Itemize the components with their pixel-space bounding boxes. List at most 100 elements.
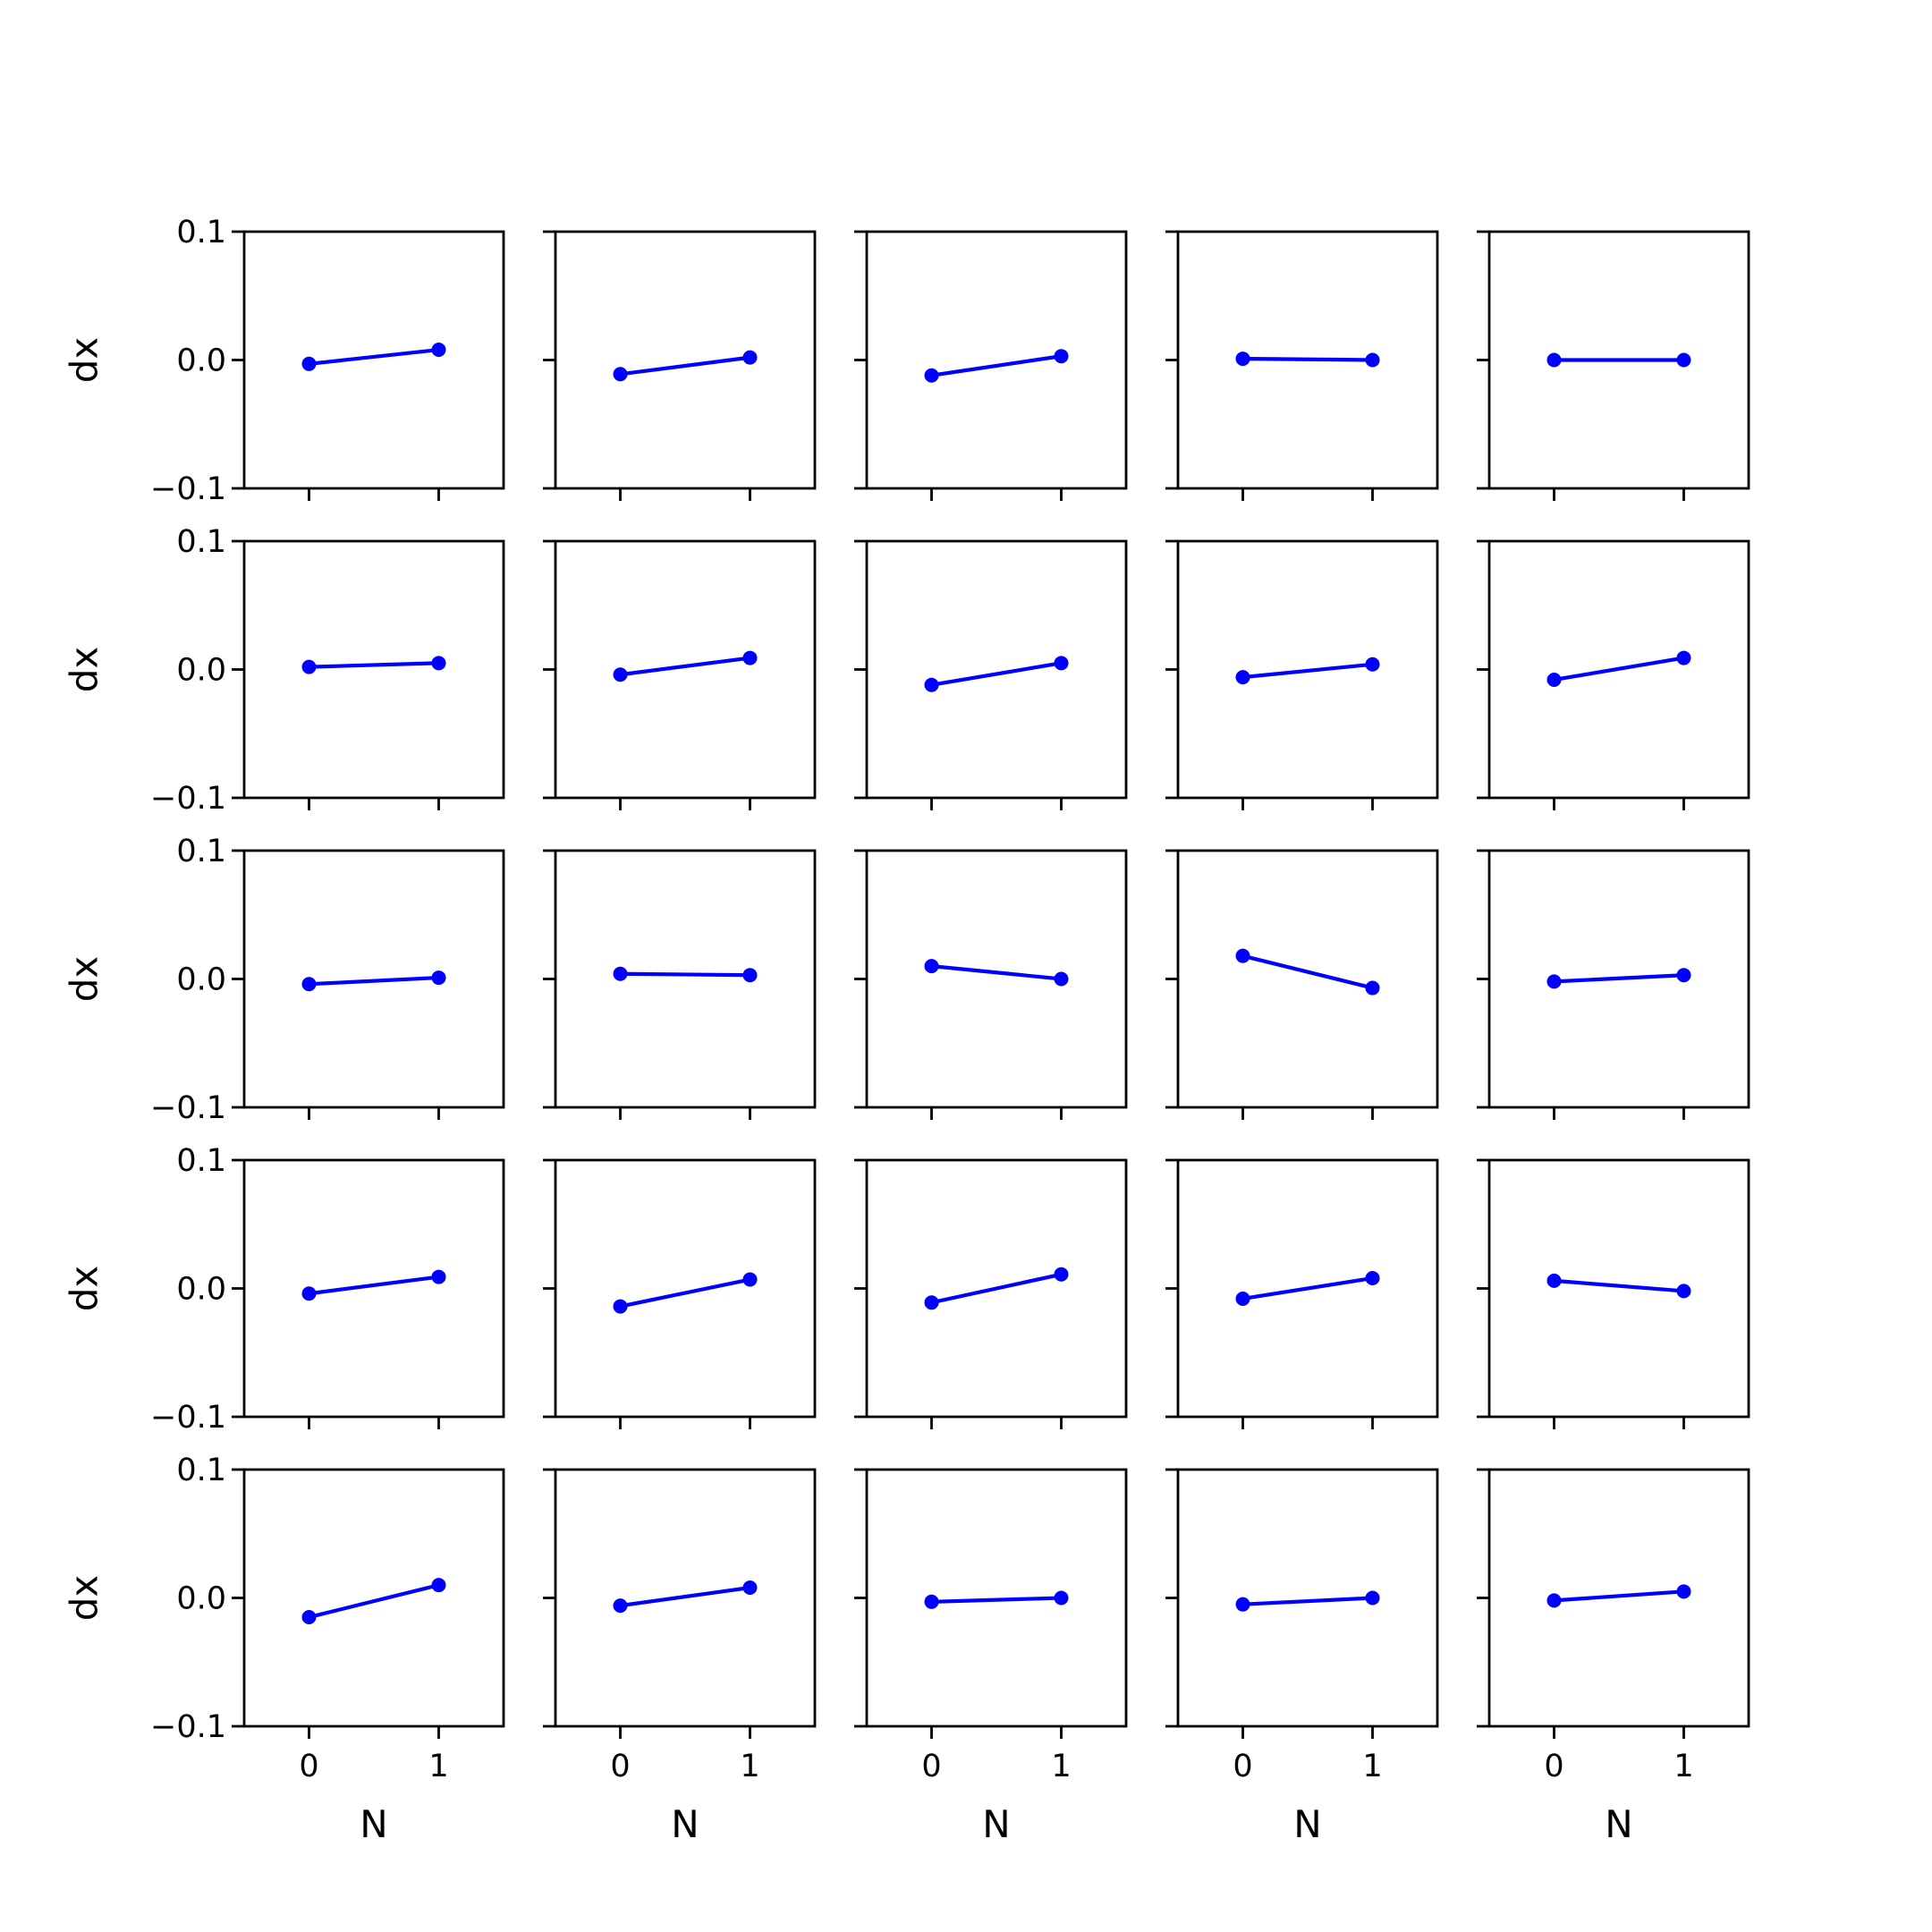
data-point-r4c4-0 [1235, 1291, 1250, 1306]
data-point-r1c2-1 [742, 350, 758, 365]
series-line-r4c2 [618, 1276, 752, 1309]
data-point-r4c5-0 [1546, 1273, 1562, 1288]
subplot-frame-r4c1 [242, 1158, 505, 1419]
xtick-label-r5c1-1: 1 [428, 1749, 448, 1784]
data-point-r1c2-0 [613, 367, 628, 382]
series-line-r4c5 [1552, 1278, 1686, 1293]
subplot-frame-r5c4 [1176, 1468, 1439, 1728]
series-line-r1c1 [307, 347, 441, 367]
data-point-r4c2-0 [613, 1299, 628, 1314]
data-point-r3c2-1 [742, 968, 758, 983]
data-point-r1c4-0 [1235, 352, 1250, 367]
data-point-r4c1-0 [301, 1286, 317, 1301]
data-point-r5c2-0 [613, 1598, 628, 1614]
data-point-r3c1-0 [301, 977, 317, 992]
ytick-label-r1c1-2: −0.1 [150, 471, 226, 507]
series-line-r5c3 [929, 1596, 1063, 1604]
ytick-label-r5c1-0: 0.1 [176, 1453, 226, 1488]
data-point-r5c4-1 [1365, 1590, 1380, 1606]
ytick-label-r5c1-2: −0.1 [150, 1709, 226, 1745]
data-point-r3c4-0 [1235, 948, 1250, 963]
subplot-frame-r5c3 [865, 1468, 1128, 1728]
series-line-r1c4 [1241, 356, 1375, 362]
ylabel-row-1: dx [63, 337, 106, 384]
data-point-r2c1-1 [431, 656, 446, 671]
xlabel-col-1: N [360, 1802, 387, 1846]
series-line-r3c5 [1552, 972, 1686, 984]
series-line-r1c3 [929, 353, 1063, 378]
ytick-label-r4c1-2: −0.1 [150, 1400, 226, 1436]
xtick-label-r5c5-1: 1 [1674, 1749, 1693, 1784]
series-line-r2c1 [307, 661, 441, 669]
data-point-r2c2-1 [742, 650, 758, 665]
ytick-label-r3c1-1: 0.0 [176, 962, 226, 998]
data-point-r2c4-1 [1365, 657, 1380, 672]
data-point-r5c3-1 [1054, 1590, 1069, 1606]
series-line-r5c2 [618, 1585, 752, 1608]
xlabel-col-4: N [1293, 1802, 1321, 1846]
xtick-label-r5c4-1: 1 [1362, 1749, 1382, 1784]
data-point-r5c5-1 [1676, 1584, 1691, 1599]
ytick-label-r4c1-1: 0.0 [176, 1272, 226, 1308]
subplot-frame-r5c5 [1487, 1468, 1750, 1728]
xlabel-col-5: N [1605, 1802, 1632, 1846]
subplot-frame-r3c1 [242, 849, 505, 1109]
data-point-r2c5-1 [1676, 650, 1691, 665]
data-point-r3c2-0 [613, 966, 628, 981]
ytick-label-r4c1-0: 0.1 [176, 1143, 226, 1179]
data-point-r1c5-0 [1546, 352, 1562, 368]
xtick-label-r5c4-0: 0 [1233, 1749, 1252, 1784]
data-point-r3c5-0 [1546, 974, 1562, 989]
series-line-r2c4 [1241, 662, 1375, 680]
ytick-label-r5c1-1: 0.0 [176, 1581, 226, 1617]
subplot-frame-r5c1 [242, 1468, 505, 1728]
data-point-r1c1-1 [431, 343, 446, 358]
data-point-r4c5-1 [1676, 1284, 1691, 1299]
data-point-r3c3-1 [1054, 971, 1069, 987]
ytick-label-r2c1-1: 0.0 [176, 653, 226, 689]
xlabel-col-2: N [671, 1802, 699, 1846]
series-line-r4c3 [929, 1272, 1063, 1305]
data-point-r5c4-0 [1235, 1597, 1250, 1612]
data-point-r5c1-0 [301, 1610, 317, 1625]
data-point-r4c4-1 [1365, 1271, 1380, 1286]
series-line-r4c1 [307, 1275, 441, 1296]
xlabel-col-3: N [982, 1802, 1010, 1846]
ytick-label-r3c1-2: −0.1 [150, 1090, 226, 1126]
subplot-frame-r1c3 [865, 230, 1128, 490]
series-line-r3c2 [618, 971, 752, 978]
subplot-frame-r1c2 [554, 230, 817, 490]
ylabel-row-3: dx [63, 956, 106, 1003]
ytick-label-r1c1-0: 0.1 [176, 215, 226, 250]
ytick-label-r2c1-0: 0.1 [176, 524, 226, 560]
series-line-r3c4 [1240, 953, 1376, 991]
subplot-frame-r3c3 [865, 849, 1128, 1109]
data-point-r3c4-1 [1365, 980, 1380, 996]
ytick-label-r1c1-1: 0.0 [176, 343, 226, 379]
data-point-r5c1-1 [431, 1578, 446, 1593]
data-point-r2c2-0 [613, 667, 628, 682]
data-point-r2c3-1 [1054, 656, 1069, 671]
subplot-frame-r3c4 [1176, 849, 1439, 1109]
subplot-frame-r4c2 [554, 1158, 817, 1419]
series-line-r1c2 [618, 355, 752, 377]
data-point-r2c3-0 [924, 677, 939, 692]
data-point-r3c5-1 [1676, 968, 1691, 983]
ytick-label-r2c1-2: −0.1 [150, 781, 226, 817]
ytick-label-r3c1-0: 0.1 [176, 834, 226, 869]
data-point-r3c3-0 [924, 959, 939, 974]
data-point-r2c4-0 [1235, 670, 1250, 685]
series-line-r5c5 [1552, 1589, 1686, 1603]
data-point-r3c1-1 [431, 970, 446, 986]
data-point-r2c5-0 [1546, 672, 1562, 687]
data-point-r4c1-1 [431, 1269, 446, 1284]
subplot-frame-r1c1 [242, 230, 505, 490]
series-line-r3c3 [929, 963, 1063, 981]
xtick-label-r5c3-0: 0 [921, 1749, 941, 1784]
data-point-r4c3-0 [924, 1295, 939, 1310]
subplot-frame-r2c2 [554, 539, 817, 800]
data-point-r1c3-1 [1054, 349, 1069, 364]
xtick-label-r5c3-1: 1 [1051, 1749, 1071, 1784]
data-point-r5c2-1 [742, 1580, 758, 1596]
